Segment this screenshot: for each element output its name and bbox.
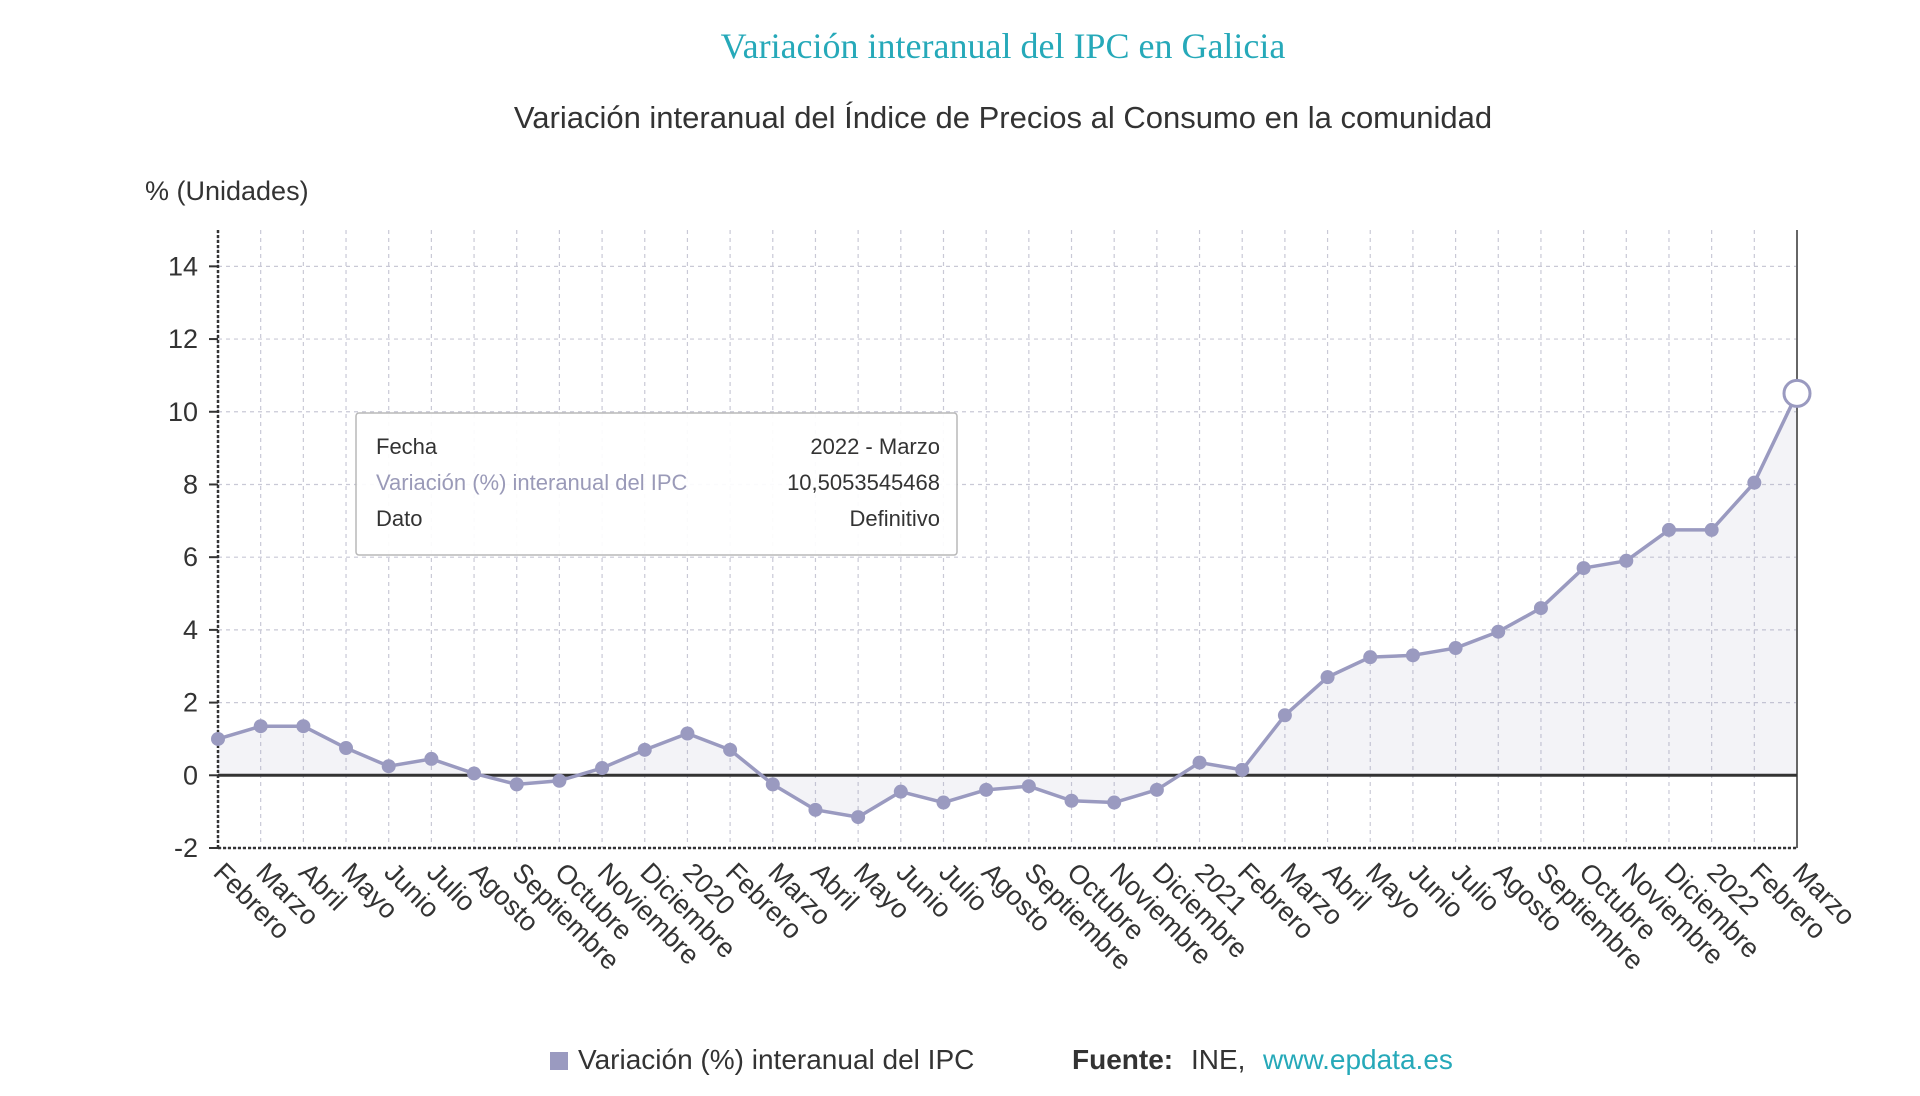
- x-tick-labels: FebreroMarzoAbrilMayoJunioJulioAgostoSep…: [208, 857, 1861, 976]
- data-point[interactable]: [381, 759, 396, 774]
- source-link[interactable]: www.epdata.es: [1262, 1044, 1453, 1075]
- tooltip-value-dato: Definitivo: [850, 506, 940, 531]
- legend-swatch: [550, 1052, 568, 1070]
- data-point[interactable]: [851, 810, 866, 825]
- data-point[interactable]: [1021, 779, 1036, 794]
- y-tick-label: 10: [168, 397, 198, 427]
- data-points[interactable]: [211, 378, 1812, 825]
- data-point[interactable]: [296, 719, 311, 734]
- data-point[interactable]: [339, 741, 354, 756]
- tooltip-label-dato: Dato: [376, 506, 422, 531]
- data-point-highlighted[interactable]: [1782, 378, 1812, 408]
- y-tick-label: 6: [183, 542, 198, 572]
- data-point[interactable]: [552, 773, 567, 788]
- data-point[interactable]: [1235, 762, 1250, 777]
- data-point[interactable]: [253, 719, 268, 734]
- data-point[interactable]: [936, 795, 951, 810]
- tooltip-label-fecha: Fecha: [376, 434, 438, 459]
- legend-label[interactable]: Variación (%) interanual del IPC: [578, 1044, 974, 1075]
- y-axis-unit: % (Unidades): [145, 176, 309, 206]
- data-point[interactable]: [1619, 553, 1634, 568]
- chart-title: Variación interanual del IPC en Galicia: [721, 26, 1286, 66]
- data-point[interactable]: [1363, 650, 1378, 665]
- y-tick-label: 8: [183, 469, 198, 499]
- data-point[interactable]: [1149, 782, 1164, 797]
- data-point[interactable]: [1491, 624, 1506, 639]
- data-point[interactable]: [1192, 755, 1207, 770]
- tooltip-label-series: Variación (%) interanual del IPC: [376, 470, 688, 495]
- data-point[interactable]: [1533, 601, 1548, 616]
- tooltip-value-fecha: 2022 - Marzo: [810, 434, 940, 459]
- data-point[interactable]: [1576, 561, 1591, 576]
- data-point[interactable]: [893, 784, 908, 799]
- legend[interactable]: Variación (%) interanual del IPC: [550, 1044, 974, 1075]
- data-point[interactable]: [211, 731, 225, 746]
- y-tick-label: 12: [168, 324, 198, 354]
- source-org: INE,: [1191, 1044, 1245, 1075]
- series-area: [218, 393, 1797, 818]
- data-point[interactable]: [1747, 475, 1762, 490]
- data-point[interactable]: [595, 761, 610, 776]
- tooltip-box: [355, 412, 958, 556]
- data-point[interactable]: [1704, 522, 1719, 537]
- data-point[interactable]: [1661, 522, 1676, 537]
- series-polyline: [217, 392, 1799, 819]
- data-point[interactable]: [808, 802, 823, 817]
- y-tick-label: 4: [183, 615, 198, 645]
- data-point[interactable]: [637, 742, 652, 757]
- y-tick-label: -2: [174, 833, 198, 863]
- data-point[interactable]: [1448, 641, 1463, 656]
- data-point[interactable]: [765, 777, 780, 792]
- data-point[interactable]: [979, 782, 994, 797]
- tooltip-value-series: 10,5053545468: [787, 470, 940, 495]
- data-point[interactable]: [1064, 793, 1079, 808]
- y-tick-label: 2: [183, 688, 198, 718]
- data-point[interactable]: [509, 777, 524, 792]
- area-fill: [218, 393, 1797, 818]
- data-point[interactable]: [424, 751, 439, 766]
- data-point[interactable]: [1277, 708, 1292, 723]
- y-tick-label: 14: [168, 251, 198, 281]
- data-point[interactable]: [1405, 648, 1420, 663]
- data-point[interactable]: [680, 726, 695, 741]
- source: Fuente: INE, www.epdata.es: [1072, 1044, 1453, 1075]
- y-tick-label: 0: [183, 760, 198, 790]
- chart-subtitle: Variación interanual del Índice de Preci…: [514, 100, 1492, 135]
- data-point[interactable]: [1107, 795, 1122, 810]
- data-point[interactable]: [467, 766, 482, 781]
- source-prefix: Fuente:: [1072, 1044, 1173, 1075]
- data-point[interactable]: [1320, 670, 1335, 685]
- y-tick-labels: 14 12 10 8 6 4 2 0 -2: [168, 251, 198, 863]
- tooltip: Fecha 2022 - Marzo Variación (%) interan…: [355, 412, 958, 556]
- data-point[interactable]: [723, 742, 738, 757]
- series-line: [217, 392, 1799, 819]
